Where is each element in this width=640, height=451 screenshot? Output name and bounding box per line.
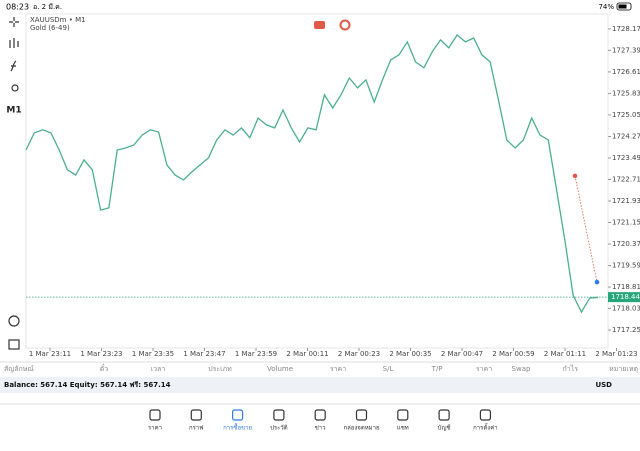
- crosshair-tool[interactable]: [9, 17, 19, 27]
- column-header[interactable]: ประเภท: [208, 365, 232, 373]
- tab-label[interactable]: กล่องจดหมาย: [343, 425, 379, 432]
- current-price-box: [608, 292, 640, 303]
- object-tool[interactable]: [11, 84, 19, 92]
- y-tick-label: 1721.150: [612, 219, 640, 227]
- y-tick-label: 1728.170: [612, 25, 640, 33]
- tab-label[interactable]: ประวัติ: [270, 425, 288, 432]
- battery-icon: [616, 2, 632, 11]
- tab-icon[interactable]: [355, 409, 368, 421]
- tab-icon[interactable]: [149, 409, 161, 421]
- x-tick-label: 2 Mar 00:47: [441, 350, 483, 358]
- trendline-point[interactable]: [572, 173, 578, 179]
- buy-button[interactable]: [339, 19, 351, 31]
- y-tick-label: 1718.030: [612, 305, 640, 313]
- y-tick-label: 1726.610: [612, 68, 640, 76]
- column-header[interactable]: หมายเหตุ: [609, 365, 638, 373]
- column-header[interactable]: ราคา: [330, 365, 346, 373]
- tab-label[interactable]: บัญชี: [438, 424, 451, 432]
- indicator-tool[interactable]: [9, 38, 19, 48]
- column-header[interactable]: T/P: [431, 365, 443, 373]
- chart-subtitle: Gold (6-49): [30, 24, 70, 32]
- status-date: อ. 2 มี.ค.: [33, 3, 62, 11]
- zoom-tool[interactable]: [8, 315, 20, 327]
- tab-icon[interactable]: [397, 409, 409, 421]
- status-time: 08:23: [6, 3, 29, 12]
- tab-label[interactable]: การตั้งค่า: [473, 422, 497, 432]
- column-header[interactable]: เวลา: [151, 365, 166, 373]
- y-tick-label: 1725.050: [612, 111, 640, 119]
- x-tick-label: 2 Mar 00:35: [389, 350, 431, 358]
- battery-level: [618, 4, 627, 9]
- price-line: [25, 34, 599, 314]
- x-tick-label: 2 Mar 00:23: [338, 350, 380, 358]
- y-tick-label: 1722.710: [612, 175, 640, 183]
- tab-label[interactable]: ราคา: [148, 425, 162, 432]
- x-tick-label: 1 Mar 23:35: [132, 350, 174, 358]
- chart-frame: [25, 13, 609, 349]
- tab-icon[interactable]: [232, 409, 244, 421]
- x-tick-label: 2 Mar 00:11: [286, 350, 328, 358]
- column-header[interactable]: Swap: [512, 365, 531, 373]
- x-tick-label: 1 Mar 23:59: [235, 350, 277, 358]
- tab-label[interactable]: การซื้อขาย: [223, 422, 252, 432]
- column-header[interactable]: กำไร: [563, 364, 579, 373]
- y-tick-label: 1719.590: [612, 262, 640, 270]
- x-tick-label: 1 Mar 23:23: [80, 350, 122, 358]
- trendline: [574, 175, 598, 283]
- x-tick-label: 1 Mar 23:11: [29, 350, 71, 358]
- tab-label[interactable]: แชท: [397, 425, 409, 432]
- tab-icon[interactable]: [479, 409, 491, 421]
- y-tick-label: 1723.490: [612, 154, 640, 162]
- account-summary: Balance: 567.14 Equity: 567.14 ฟรี: 567.…: [4, 381, 171, 389]
- tab-icon[interactable]: [190, 409, 202, 421]
- column-header[interactable]: S/L: [383, 365, 394, 373]
- tab-label[interactable]: ข่าว: [315, 425, 326, 432]
- x-tick-label: 2 Mar 01:11: [544, 350, 586, 358]
- timeframe-button[interactable]: M1: [6, 106, 21, 116]
- y-tick-label: 1718.810: [612, 283, 640, 291]
- function-tool[interactable]: [10, 60, 17, 72]
- status-battery: 74%: [598, 3, 614, 11]
- x-tick-label: 2 Mar 01:23: [595, 350, 637, 358]
- new-order-tool[interactable]: [8, 339, 20, 350]
- y-tick-label: 1721.930: [612, 197, 640, 205]
- account-currency: USD: [595, 381, 612, 389]
- trendline-point[interactable]: [594, 279, 600, 285]
- balance-row: [0, 377, 640, 393]
- y-tick-label: 1727.390: [612, 46, 640, 54]
- tab-icon[interactable]: [314, 409, 326, 421]
- x-tick-label: 2 Mar 00:59: [492, 350, 534, 358]
- column-header[interactable]: สัญลักษณ์: [4, 365, 34, 373]
- y-tick-label: 1725.830: [612, 89, 640, 97]
- column-header[interactable]: ตั๋ว: [100, 364, 109, 373]
- y-tick-label: 1724.270: [612, 132, 640, 140]
- y-tick-label: 1720.370: [612, 240, 640, 248]
- column-header[interactable]: ราคา: [476, 365, 492, 373]
- tab-label[interactable]: กราฟ: [189, 425, 203, 432]
- x-tick-label: 1 Mar 23:47: [183, 350, 225, 358]
- chart-title: XAUUSDm • M1: [30, 16, 86, 24]
- tab-icon[interactable]: [273, 409, 285, 421]
- sell-button[interactable]: [314, 21, 325, 29]
- column-header[interactable]: Volume: [267, 365, 293, 373]
- toolbar: [8, 17, 20, 350]
- current-price-label: 1718.444: [611, 293, 640, 301]
- y-tick-label: 1717.250: [612, 326, 640, 334]
- tab-icon[interactable]: [438, 409, 450, 421]
